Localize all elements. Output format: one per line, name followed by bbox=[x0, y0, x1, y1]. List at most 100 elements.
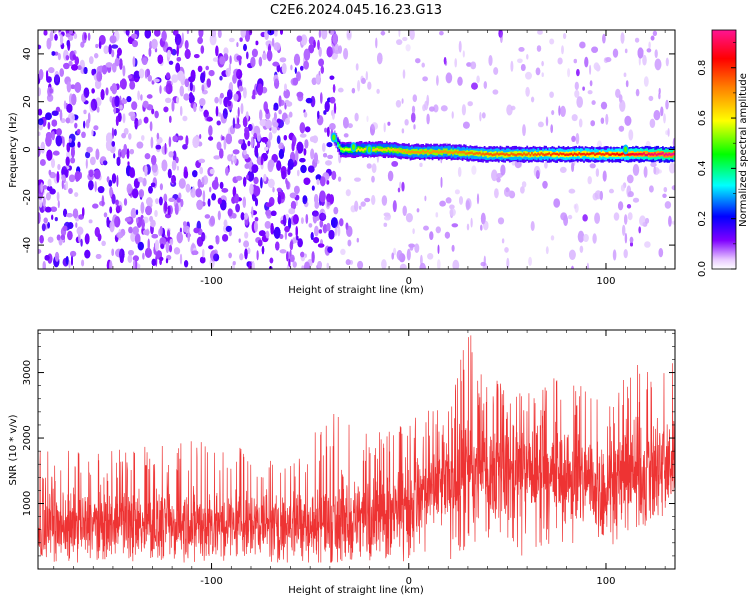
spectrogram-cell bbox=[62, 225, 68, 232]
spectrogram-cell bbox=[151, 162, 158, 173]
spectrogram-ytick-label: -20 bbox=[22, 189, 33, 205]
spectrogram-cell bbox=[234, 123, 241, 129]
spectrogram-cell bbox=[151, 234, 159, 239]
spectrogram-cell bbox=[393, 247, 397, 256]
spectrogram-cell bbox=[279, 57, 287, 63]
spectrogram-cell bbox=[247, 170, 255, 182]
spectrogram-cell bbox=[528, 256, 532, 266]
spectrogram-cell bbox=[243, 87, 247, 99]
spectrogram-cell bbox=[46, 76, 52, 83]
spectrogram-cell bbox=[111, 83, 118, 95]
spectrogram-cell bbox=[45, 132, 52, 140]
spectrogram-cell bbox=[492, 89, 499, 95]
spectrogram-cell bbox=[632, 164, 640, 176]
spectrogram-cell bbox=[150, 182, 156, 187]
spectrogram-cell bbox=[405, 213, 413, 223]
spectrogram-cell bbox=[612, 249, 617, 261]
spectrogram-cell bbox=[135, 260, 138, 269]
signal-trace-peak bbox=[477, 152, 480, 155]
spectrogram-cell bbox=[81, 259, 85, 267]
signal-trace-peak bbox=[357, 147, 360, 150]
signal-trace-peak bbox=[529, 154, 532, 157]
spectrogram-cell bbox=[151, 38, 158, 50]
spectrogram-cell bbox=[396, 250, 403, 261]
spectrogram-cell bbox=[303, 177, 311, 185]
colorbar-tick-label: 0.8 bbox=[697, 60, 708, 76]
spectrogram-cell bbox=[38, 118, 44, 126]
spectrogram-cell bbox=[127, 74, 133, 79]
signal-trace-peak bbox=[649, 153, 652, 156]
signal-trace-peak bbox=[479, 151, 481, 155]
spectrogram-cell bbox=[137, 176, 144, 183]
spectrogram-cell bbox=[208, 70, 215, 77]
signal-trace-peak bbox=[385, 149, 388, 152]
signal-trace-peak bbox=[579, 153, 582, 156]
spectrogram-cell bbox=[331, 170, 337, 180]
spectrogram-cell bbox=[332, 84, 336, 93]
spectrogram-cell bbox=[47, 236, 54, 243]
signal-trace-peak bbox=[559, 152, 562, 155]
spectrogram-cell bbox=[211, 193, 216, 201]
signal-trace-peak bbox=[586, 152, 589, 155]
spectrogram-cell bbox=[56, 128, 62, 136]
spectrogram-cell bbox=[574, 203, 579, 213]
signal-trace-peak bbox=[518, 153, 521, 156]
spectrogram-cell bbox=[125, 30, 130, 36]
signal-trace-peak bbox=[565, 153, 568, 156]
spectrogram-cell bbox=[653, 110, 661, 121]
spectrogram-cell bbox=[439, 31, 444, 36]
spectrogram-cell bbox=[227, 208, 233, 217]
signal-trace-peak bbox=[521, 153, 524, 157]
signal-trace-peak bbox=[609, 153, 612, 156]
spectrogram-cell bbox=[168, 60, 174, 65]
spectrogram-cell bbox=[333, 102, 337, 114]
spectrogram-cell bbox=[201, 84, 205, 92]
signal-trace-peak bbox=[442, 150, 445, 154]
spectrogram-cell bbox=[88, 180, 94, 191]
spectrogram-cell bbox=[625, 80, 629, 88]
spectrogram-cell bbox=[646, 48, 652, 53]
spectrogram-cell bbox=[223, 138, 227, 150]
signal-trace-peak bbox=[360, 148, 363, 151]
spectrogram-cell bbox=[192, 136, 200, 148]
colorbar-tick-label: 0.0 bbox=[697, 261, 708, 277]
spectrogram-cell bbox=[320, 65, 324, 74]
spectrogram-cell bbox=[279, 249, 287, 254]
spectrogram-cell bbox=[120, 80, 123, 88]
signal-trace-peak bbox=[434, 150, 437, 153]
signal-trace-peak bbox=[548, 152, 551, 155]
colorbar-gradient bbox=[711, 29, 737, 270]
spectrogram-cell bbox=[422, 76, 428, 82]
signal-trace-peak bbox=[428, 151, 431, 154]
spectrogram-cell bbox=[183, 221, 187, 227]
signal-trace-peak bbox=[490, 152, 492, 156]
spectrogram-cell bbox=[155, 198, 159, 204]
signal-trace-peak bbox=[632, 152, 634, 156]
spectrogram-cell bbox=[146, 94, 153, 99]
spectrogram-cell bbox=[109, 260, 113, 269]
signal-trace-peak bbox=[554, 152, 557, 156]
spectrogram-cell bbox=[272, 121, 279, 128]
spectrogram-cell bbox=[144, 30, 151, 39]
spectrogram-cell bbox=[80, 41, 85, 48]
spectrogram-cell bbox=[77, 65, 82, 70]
spectrogram-cell bbox=[63, 208, 68, 217]
spectrogram-cell bbox=[94, 181, 97, 193]
spectrogram-cell bbox=[624, 232, 628, 244]
spectrogram-cell bbox=[236, 42, 239, 47]
spectrogram-cell bbox=[83, 109, 87, 115]
spectrogram-cell bbox=[457, 76, 463, 86]
spectrogram-cell bbox=[578, 118, 583, 128]
spectrogram-cell bbox=[284, 226, 290, 233]
signal-trace-core bbox=[486, 152, 489, 158]
signal-trace-peak bbox=[456, 151, 459, 154]
chart-title: C2E6.2024.045.16.23.G13 bbox=[270, 3, 442, 18]
spectrogram-cell bbox=[530, 221, 535, 231]
spectrogram-cell bbox=[273, 229, 280, 237]
spectrogram-cell bbox=[168, 197, 175, 202]
spectrogram-cell bbox=[518, 47, 525, 52]
spectrogram-cell bbox=[90, 156, 96, 166]
spectrogram-cell bbox=[150, 219, 156, 228]
signal-trace-peak bbox=[355, 149, 358, 152]
spectrogram-cell bbox=[299, 133, 307, 138]
